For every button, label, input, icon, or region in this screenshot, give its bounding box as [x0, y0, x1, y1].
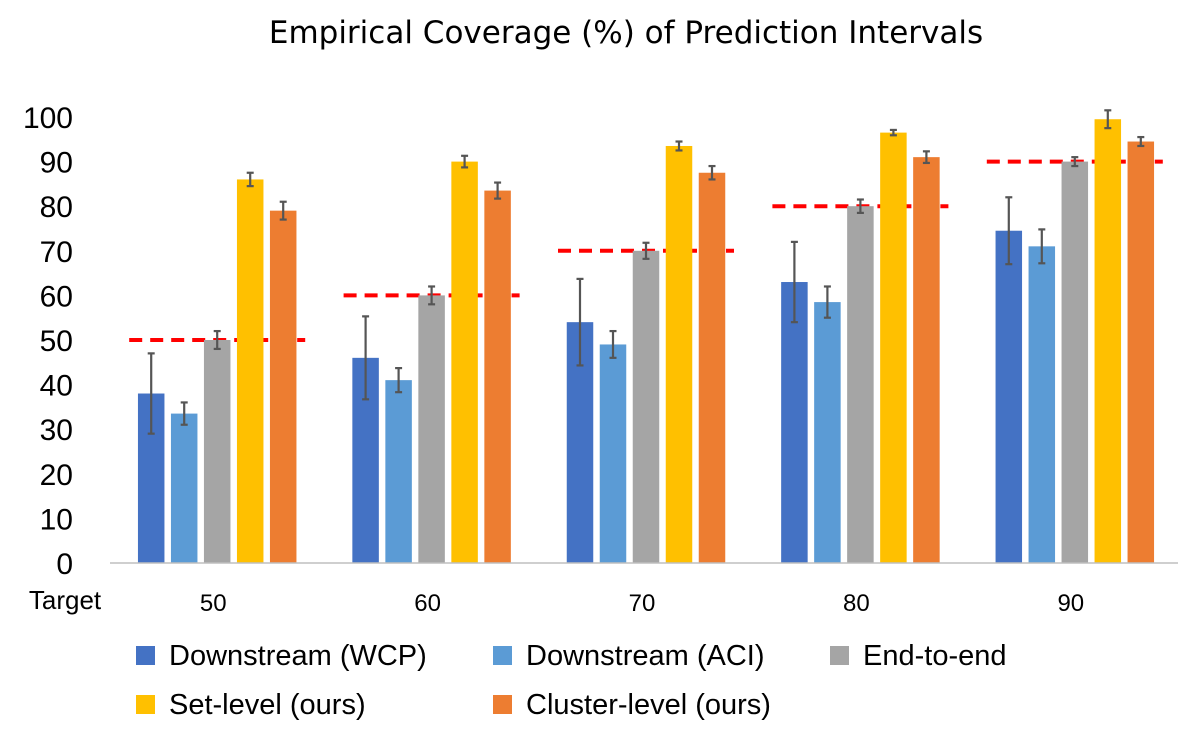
legend-swatch	[830, 646, 849, 665]
bar	[203, 340, 231, 563]
legend-swatch	[493, 646, 512, 665]
x-tick-label: 50	[200, 590, 227, 617]
bar	[847, 206, 874, 563]
x-tick-label: 80	[843, 590, 870, 617]
legend-label: Set-level (ours)	[169, 689, 366, 721]
legend-label: Downstream (WCP)	[169, 640, 427, 672]
bars	[137, 109, 1155, 564]
bar	[1094, 119, 1122, 563]
bar	[418, 295, 445, 563]
y-tick-label: 20	[40, 459, 73, 492]
y-tick-label: 100	[23, 102, 73, 135]
x-axis: Target 50 60 70 80 90	[29, 562, 1178, 617]
bar	[484, 190, 511, 563]
y-tick-label: 90	[40, 147, 73, 180]
bar	[599, 344, 627, 563]
legend-label: Cluster-level (ours)	[526, 689, 771, 721]
x-tick-label: 60	[414, 590, 441, 617]
bar	[451, 161, 478, 563]
chart-title: Empirical Coverage (%) of Prediction Int…	[269, 15, 983, 51]
bar	[814, 302, 841, 563]
x-tick-label: 70	[629, 590, 656, 617]
bar	[269, 210, 297, 563]
legend-swatch	[136, 695, 155, 714]
bar	[1061, 161, 1089, 563]
legend-label: End-to-end	[863, 640, 1007, 672]
bar	[880, 132, 907, 564]
bar	[781, 282, 808, 563]
legend-swatch	[136, 646, 155, 665]
legend-label: Downstream (ACI)	[526, 640, 765, 672]
y-tick-label: 80	[40, 191, 73, 224]
y-tick-label: 50	[40, 325, 73, 358]
bar	[1127, 141, 1155, 563]
bar	[236, 179, 264, 563]
y-tick-label: 70	[40, 236, 73, 269]
legend: Downstream (WCP) Downstream (ACI) End-to-e…	[136, 640, 1007, 721]
bar	[698, 172, 726, 563]
bar	[170, 413, 198, 563]
x-axis-label: Target	[29, 585, 102, 615]
y-tick-label: 0	[56, 548, 73, 581]
x-tick-label: 90	[1057, 590, 1084, 617]
y-tick-label: 40	[40, 370, 73, 403]
y-tick-label: 30	[40, 414, 73, 447]
bar	[632, 250, 660, 564]
y-axis: 0 10 20 30 40 50 60 70 80 90 100	[23, 102, 73, 581]
y-tick-label: 60	[40, 280, 73, 313]
bar	[1028, 246, 1056, 563]
legend-swatch	[493, 695, 512, 714]
bar	[995, 230, 1023, 564]
bar	[665, 145, 693, 564]
bar	[385, 380, 412, 563]
bar	[913, 157, 940, 563]
y-tick-label: 10	[40, 503, 73, 536]
